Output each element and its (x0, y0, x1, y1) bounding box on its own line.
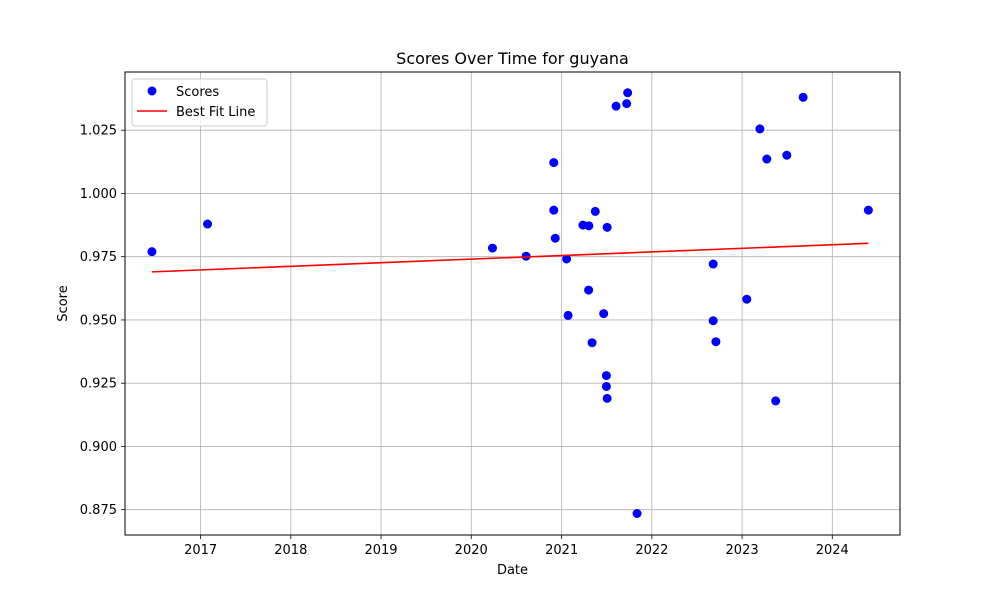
score-point (590, 206, 600, 216)
x-tick-label: 2022 (635, 543, 668, 558)
axes-frame (124, 71, 901, 536)
grid-lines (125, 72, 900, 535)
score-point (147, 247, 157, 257)
y-tick-label: 0.950 (80, 313, 117, 328)
score-point (742, 294, 752, 304)
score-point (708, 259, 718, 269)
score-point (584, 221, 594, 231)
y-axis-label: Score (56, 285, 71, 321)
x-tick-label: 2024 (816, 543, 849, 558)
x-axis-label: Date (497, 563, 528, 578)
score-point (711, 337, 721, 347)
score-point (602, 393, 612, 403)
y-axis-ticks: 0.875 0.900 0.925 0.950 0.975 1.000 1.025 (80, 124, 125, 518)
score-point (562, 254, 572, 264)
score-point (632, 508, 642, 518)
score-point (762, 154, 772, 164)
legend: Scores Best Fit Line (131, 78, 268, 127)
x-tick-label: 2023 (726, 543, 759, 558)
score-point (549, 205, 559, 215)
chart-title: Scores Over Time for guyana (396, 49, 629, 68)
score-point (798, 92, 808, 102)
score-point (550, 233, 560, 243)
x-tick-label: 2019 (364, 543, 397, 558)
x-tick-label: 2020 (455, 543, 488, 558)
score-point (587, 338, 597, 348)
score-point (563, 310, 573, 320)
plot-area (147, 88, 873, 518)
score-point (602, 222, 612, 232)
y-tick-label: 1.000 (80, 187, 117, 202)
x-tick-label: 2017 (184, 543, 217, 558)
legend-box (131, 78, 268, 127)
legend-scores-marker (147, 86, 157, 96)
score-point (863, 205, 873, 215)
score-point (203, 219, 213, 229)
legend-best-fit-line-label: Best Fit Line (176, 105, 255, 120)
x-axis-ticks: 2017 2018 2019 2020 2021 2022 2023 2024 (184, 535, 849, 558)
x-tick-label: 2018 (274, 543, 307, 558)
score-point (584, 285, 594, 295)
score-point (601, 381, 611, 391)
y-tick-label: 0.925 (80, 377, 117, 392)
score-point (771, 396, 781, 406)
y-tick-label: 0.875 (80, 503, 117, 518)
score-point (708, 316, 718, 326)
score-point (622, 99, 632, 109)
score-point (623, 88, 633, 98)
y-tick-label: 0.900 (80, 440, 117, 455)
score-point (611, 101, 621, 111)
score-point (755, 124, 765, 134)
y-tick-label: 0.975 (80, 250, 117, 265)
x-tick-label: 2021 (545, 543, 578, 558)
legend-scores-label: Scores (176, 85, 219, 100)
y-tick-label: 1.025 (80, 124, 117, 139)
score-point (549, 158, 559, 168)
score-point (487, 243, 497, 253)
score-point (601, 371, 611, 381)
best-fit-line (151, 242, 869, 273)
score-point (599, 309, 609, 319)
score-point (782, 150, 792, 160)
